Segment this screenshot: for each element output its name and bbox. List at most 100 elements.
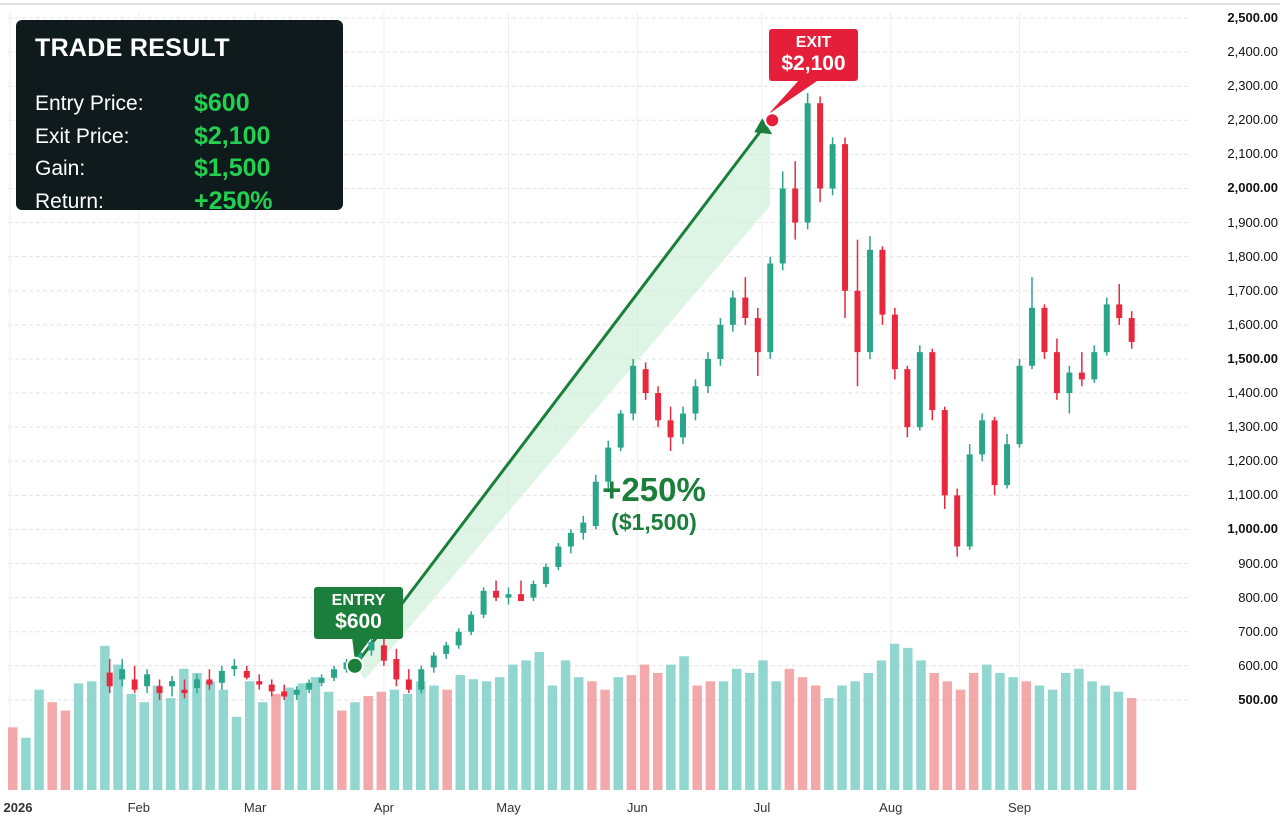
volume-bar: [126, 693, 136, 790]
volume-bar: [376, 691, 387, 790]
candle-body: [243, 670, 250, 678]
exit-marker: [764, 112, 781, 129]
candle-body: [680, 413, 687, 438]
volume-bar: [771, 681, 781, 790]
exit-callout: EXIT $2,100: [769, 29, 858, 81]
candle-body: [1103, 304, 1110, 353]
y-tick-label: 2,400.00: [1227, 44, 1278, 60]
candle-body: [866, 249, 873, 353]
candle-body: [530, 583, 537, 598]
volume-bar: [718, 681, 729, 790]
candle-body: [106, 672, 113, 687]
candle-body: [119, 669, 126, 680]
volume-bar: [547, 685, 558, 790]
y-tick-label: 2,000.00: [1227, 180, 1278, 196]
volume-bar: [587, 681, 597, 790]
volume-bar: [613, 677, 623, 790]
candle-body: [954, 495, 961, 547]
volume-bar: [468, 679, 479, 790]
candle-body: [1041, 307, 1048, 353]
candle-body: [480, 590, 487, 615]
candle-body: [131, 679, 138, 690]
volume-bar: [244, 681, 255, 790]
volume-bar: [916, 660, 926, 790]
volume-bar: [402, 693, 413, 790]
entry-callout-price: $600: [335, 610, 382, 633]
y-tick-label: 500.00: [1238, 691, 1278, 707]
entry-callout-title: ENTRY: [331, 592, 386, 609]
y-tick-label: 1,300.00: [1227, 419, 1278, 435]
candle-body: [792, 188, 799, 223]
entry-price-label: Entry Price:: [35, 92, 144, 115]
candle-body: [331, 669, 338, 678]
volume-bar: [995, 672, 1005, 790]
entry-marker: [345, 656, 364, 675]
trade-result-panel: TRADE RESULT Entry Price: $600 Exit Pric…: [16, 20, 343, 215]
volume-bar: [34, 689, 44, 790]
candle-body: [580, 522, 587, 533]
y-tick-label: 1,200.00: [1227, 453, 1278, 469]
volume-bar: [258, 702, 268, 790]
candle-body: [1028, 307, 1035, 366]
volume-bar: [797, 677, 808, 790]
volume-bar: [626, 675, 637, 790]
candle-body: [468, 614, 475, 632]
y-tick-label: 1,000.00: [1227, 521, 1278, 537]
y-tick-label: 2,500.00: [1227, 10, 1278, 25]
volume-bar: [1126, 698, 1137, 790]
volume-bar: [942, 681, 953, 790]
candle-body: [318, 677, 325, 683]
volume-bar: [416, 681, 426, 790]
x-tick-label: Mar: [243, 800, 267, 815]
candle-body: [405, 679, 412, 690]
candle-body: [393, 658, 400, 680]
x-tick-label: Feb: [127, 800, 150, 815]
volume-bar: [350, 702, 360, 790]
volume-bar: [982, 664, 992, 790]
y-tick-label: 1,600.00: [1227, 316, 1278, 332]
candle-body: [592, 481, 599, 527]
candle-body: [418, 669, 425, 690]
x-tick-label: Apr: [373, 800, 395, 815]
candle-body: [1091, 352, 1098, 380]
volume-bar: [521, 660, 531, 790]
candle-body: [854, 290, 861, 353]
candle-body: [430, 655, 437, 668]
candle-body: [642, 369, 649, 394]
volume-bar: [1087, 681, 1097, 790]
volume-bar: [600, 689, 610, 790]
trade-arrow-line: [353, 125, 766, 667]
volume-bar: [73, 683, 84, 790]
y-tick-label: 1,900.00: [1227, 214, 1278, 230]
candle-body: [268, 684, 275, 692]
candle-body: [929, 352, 936, 411]
panel-title: TRADE RESULT: [35, 34, 230, 62]
candle-body: [1066, 372, 1073, 394]
exit-price-value: $2,100: [194, 122, 271, 150]
candle-body: [206, 679, 213, 685]
entry-callout: ENTRY $600: [314, 587, 403, 639]
candle-body: [493, 590, 500, 598]
candle-body: [704, 358, 711, 387]
x-tick-label: Sep: [1007, 800, 1032, 815]
candle-body: [779, 188, 786, 264]
candle-body: [742, 297, 749, 319]
candle-body: [1053, 352, 1060, 394]
volume-bar: [824, 698, 834, 790]
candle-body: [368, 641, 375, 651]
candle-body: [1128, 318, 1135, 342]
gain-percent: +250%: [602, 471, 706, 508]
volume-bar: [929, 672, 939, 790]
volume-bar: [218, 689, 229, 790]
candle-body: [555, 546, 562, 567]
volume-bar: [455, 675, 466, 790]
trade-arrow-head: [754, 118, 773, 135]
volume-bar: [1061, 672, 1071, 790]
volume-bar: [113, 664, 123, 790]
volume-bar: [1047, 689, 1058, 790]
candle-body: [1116, 304, 1123, 319]
volume-bar: [784, 668, 795, 790]
x-tick-label: Aug: [879, 800, 903, 815]
candle-body: [979, 420, 986, 455]
volume-bar: [21, 737, 31, 790]
